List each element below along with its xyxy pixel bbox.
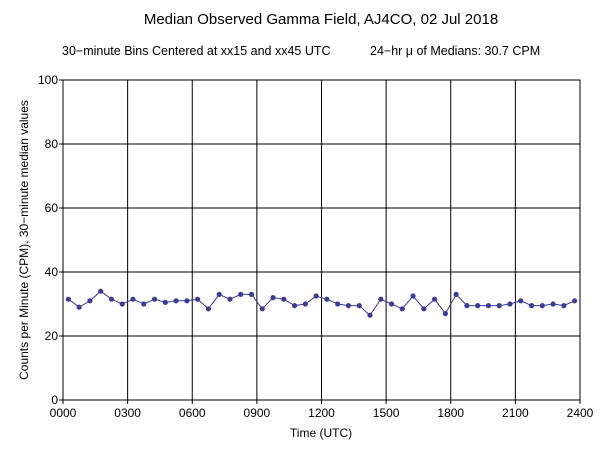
data-point <box>313 293 319 299</box>
data-point <box>539 303 545 309</box>
data-point <box>259 306 265 312</box>
data-point <box>356 303 362 309</box>
data-point <box>367 312 373 318</box>
data-point <box>184 298 190 304</box>
data-point <box>421 306 427 312</box>
data-point <box>464 303 470 309</box>
data-point <box>141 301 147 307</box>
x-tick-label: 0900 <box>244 406 271 420</box>
data-point <box>475 303 481 309</box>
data-point <box>378 296 384 302</box>
data-point <box>151 296 158 302</box>
y-tick-label: 80 <box>45 137 59 151</box>
data-point <box>216 291 222 297</box>
data-point <box>108 296 115 302</box>
grid <box>62 79 581 401</box>
data-point <box>431 296 438 302</box>
data-point <box>561 303 567 309</box>
data-point <box>550 301 556 307</box>
data-point <box>496 303 502 309</box>
data-point <box>485 303 492 309</box>
data-point <box>130 296 136 302</box>
data-point <box>87 298 93 304</box>
data-point <box>528 303 535 309</box>
x-tick-label: 1800 <box>437 406 464 420</box>
data-point <box>227 296 233 302</box>
data-point <box>453 291 459 297</box>
data-point <box>98 288 104 294</box>
x-tick-label: 1500 <box>373 406 400 420</box>
data-point <box>507 301 513 307</box>
data-point <box>335 301 341 307</box>
y-tick-label: 60 <box>45 201 59 215</box>
data-point <box>270 295 276 301</box>
data-point <box>195 296 201 302</box>
chart-subtitle-left: 30−minute Bins Centered at xx15 and xx45… <box>62 44 331 58</box>
data-point <box>248 291 255 297</box>
data-point <box>205 306 212 312</box>
y-tick-label: 100 <box>38 73 58 87</box>
data-point <box>119 301 125 307</box>
x-tick-label: 2100 <box>502 406 529 420</box>
data-point <box>399 306 405 312</box>
series-median-cpm <box>65 288 578 318</box>
data-point <box>572 298 578 304</box>
data-point <box>291 303 298 309</box>
data-point <box>302 301 308 307</box>
x-axis-label: Time (UTC) <box>290 426 352 440</box>
x-tick-label: 2400 <box>567 406 594 420</box>
y-tick-label: 0 <box>51 393 58 407</box>
data-point <box>442 311 448 317</box>
data-point <box>324 296 330 302</box>
chart-subtitle-right: 24−hr μ of Medians: 30.7 CPM <box>370 44 540 58</box>
data-point <box>162 299 168 305</box>
data-point <box>281 296 287 302</box>
y-tick-label: 20 <box>45 329 59 343</box>
data-point <box>410 293 416 299</box>
x-tick-label: 0300 <box>114 406 141 420</box>
data-point <box>76 304 82 310</box>
y-axis-ticks: 0 20 40 60 80 100 <box>38 73 63 407</box>
data-point <box>238 291 244 297</box>
x-tick-label: 0000 <box>50 406 77 420</box>
y-axis-label: Counts per Minute (CPM), 30−minute media… <box>17 100 31 380</box>
y-tick-label: 40 <box>45 265 59 279</box>
data-point <box>388 301 395 307</box>
x-axis-ticks: 0000 0300 0600 0900 1200 1500 1800 2100 2400 <box>50 400 594 420</box>
data-point <box>345 303 352 309</box>
chart-title: Median Observed Gamma Field, AJ4CO, 02 J… <box>144 11 498 28</box>
x-tick-label: 1200 <box>308 406 335 420</box>
data-point <box>518 298 524 304</box>
data-point <box>65 296 71 302</box>
x-tick-label: 0600 <box>179 406 206 420</box>
data-point <box>173 298 179 304</box>
